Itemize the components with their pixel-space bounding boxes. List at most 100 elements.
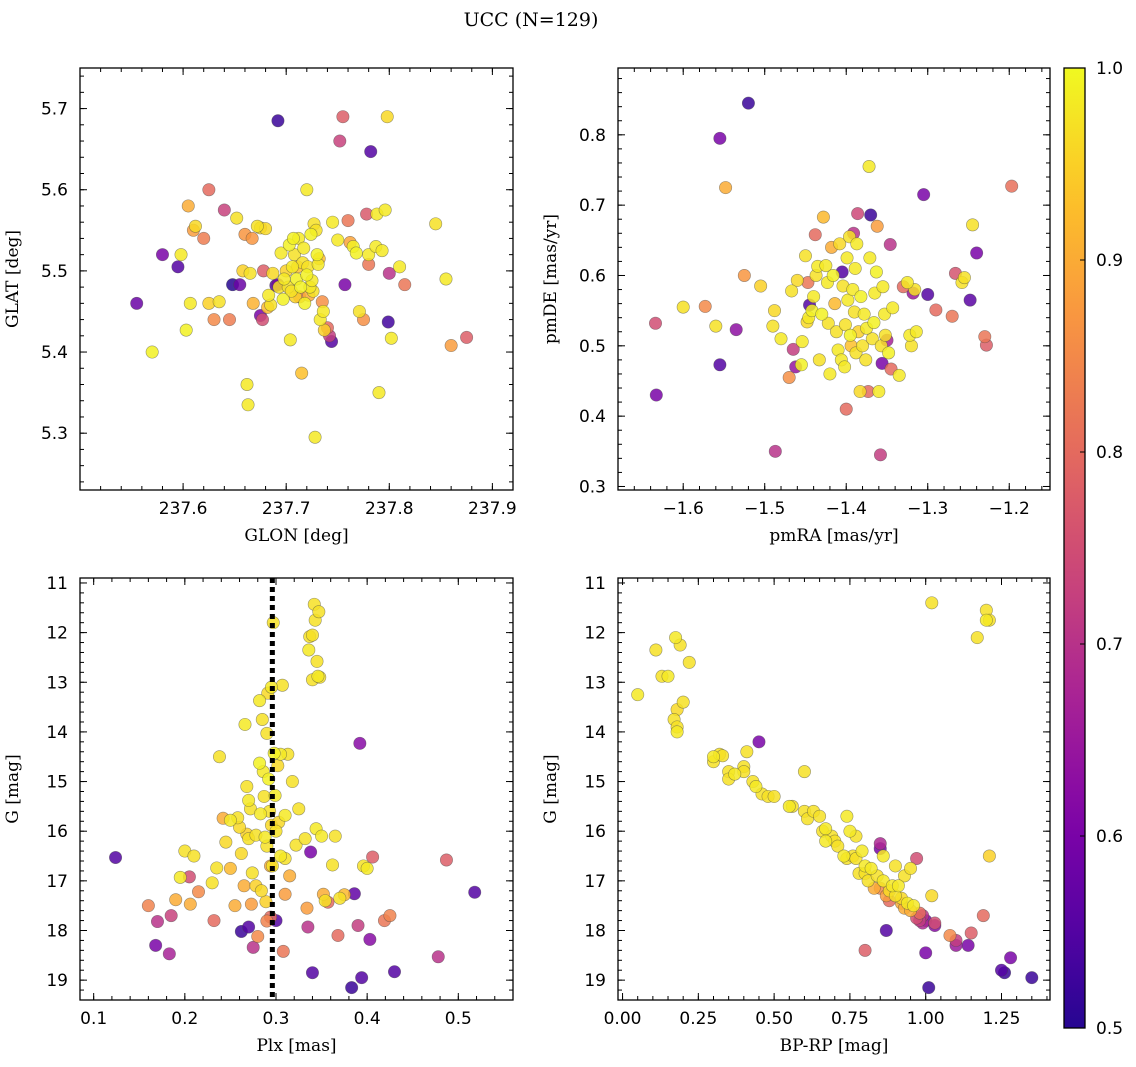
x-tick-label: 0.5 (445, 1009, 472, 1029)
x-axis-label: pmRA [mas/yr] (769, 526, 898, 546)
data-point (233, 278, 247, 292)
colorbar-tick-label: 0.5 (1096, 1019, 1123, 1039)
data-point (243, 266, 257, 280)
data-point (782, 370, 796, 384)
data-point (740, 745, 754, 759)
data-point (257, 789, 271, 803)
data-point (858, 943, 872, 957)
x-tick-label: 0.00 (604, 1009, 642, 1029)
data-point (219, 835, 233, 849)
data-point (364, 145, 378, 159)
y-axis-label: pmDE [mas/yr] (541, 214, 561, 344)
x-tick-label: −1.6 (663, 499, 704, 519)
y-tick-label: 5.3 (41, 424, 68, 444)
data-point (278, 887, 292, 901)
data-point (141, 899, 155, 913)
data-point (109, 851, 123, 865)
data-point (363, 932, 377, 946)
data-point (876, 280, 890, 294)
data-point (823, 367, 837, 381)
data-point (366, 850, 380, 864)
data-point (207, 313, 221, 327)
data-point (439, 853, 453, 867)
data-point (713, 358, 727, 372)
panel-glon-glat: 237.6 237.7 237.8 237.9 5.3 5.4 5.5 5.6 5.7 GLON… (3, 67, 517, 546)
data-point (310, 248, 324, 262)
colorbar-gradient (1063, 67, 1086, 1029)
x-tick-label: 237.6 (159, 499, 208, 519)
data-point (179, 323, 193, 337)
figure-title: UCC (N=129) (464, 9, 599, 31)
data-point (843, 824, 857, 838)
data-point (234, 847, 248, 861)
panel-bprp-g: 0.00 0.25 0.50 0.75 1.00 1.25 11 12 13 14 15 16 17 18… (541, 574, 1051, 1056)
data-point (982, 849, 996, 863)
data-point (197, 231, 211, 245)
data-point (709, 319, 723, 333)
data-point (840, 251, 854, 265)
data-point (262, 772, 276, 786)
data-point (286, 231, 300, 245)
data-point (859, 353, 873, 367)
data-point (749, 780, 763, 794)
data-point (910, 852, 924, 866)
data-point (372, 386, 386, 400)
data-point (398, 278, 412, 292)
data-point (312, 605, 326, 619)
data-point (181, 199, 195, 213)
data-point (353, 736, 367, 750)
data-point (328, 829, 342, 843)
x-tick-label: 1.00 (907, 1009, 945, 1029)
y-tick-label: 14 (46, 723, 68, 743)
data-point (292, 802, 306, 816)
x-tick-label: 0.75 (831, 1009, 869, 1029)
data-point (212, 295, 226, 309)
data-point (245, 231, 259, 245)
data-point (259, 895, 273, 909)
data-point (205, 876, 219, 890)
data-point (228, 899, 242, 913)
data-point (217, 203, 231, 217)
ticks-layer: 237.6 237.7 237.8 237.9 5.3 5.4 5.5 5.6 5.7 (41, 68, 517, 519)
data-point (210, 861, 224, 875)
data-point (266, 266, 280, 280)
data-point (241, 398, 255, 412)
data-point (202, 183, 216, 197)
data-point (964, 926, 978, 940)
data-point (315, 829, 329, 843)
data-point (719, 181, 733, 195)
ticks-layer: −1.6 −1.5 −1.4 −1.3 −1.2 0.3 0.4 0.5 0.6 0.7 0.8 (579, 68, 1050, 519)
y-tick-label: 17 (46, 872, 68, 892)
y-tick-label: 15 (46, 773, 68, 793)
data-point (387, 965, 401, 979)
data-point (819, 834, 833, 848)
data-point (819, 259, 833, 273)
data-point (797, 765, 811, 779)
data-point (945, 309, 959, 323)
points-layer (130, 110, 474, 444)
data-point (187, 849, 201, 863)
y-tick-label: 0.8 (579, 126, 606, 146)
data-point (318, 894, 332, 908)
y-tick-label: 17 (584, 872, 606, 892)
data-point (872, 385, 886, 399)
data-point (230, 211, 244, 225)
ticks-layer: 0.00 0.25 0.50 0.75 1.00 1.25 11 12 13 14 15 16 17 18… (584, 574, 1050, 1029)
data-point (851, 207, 865, 221)
data-point (254, 884, 268, 898)
data-point (648, 316, 662, 330)
data-point (244, 897, 258, 911)
data-point (237, 879, 251, 893)
data-point (285, 775, 299, 789)
data-point (171, 260, 185, 274)
data-point (271, 114, 285, 128)
y-tick-label: 0.7 (579, 196, 606, 216)
data-point (649, 643, 663, 657)
data-point (223, 813, 237, 827)
data-point (1004, 951, 1018, 965)
data-point (285, 260, 299, 274)
panel-frame (617, 577, 1051, 1001)
data-point (246, 940, 260, 954)
x-tick-label: 0.3 (262, 1009, 289, 1029)
data-point (277, 272, 291, 286)
